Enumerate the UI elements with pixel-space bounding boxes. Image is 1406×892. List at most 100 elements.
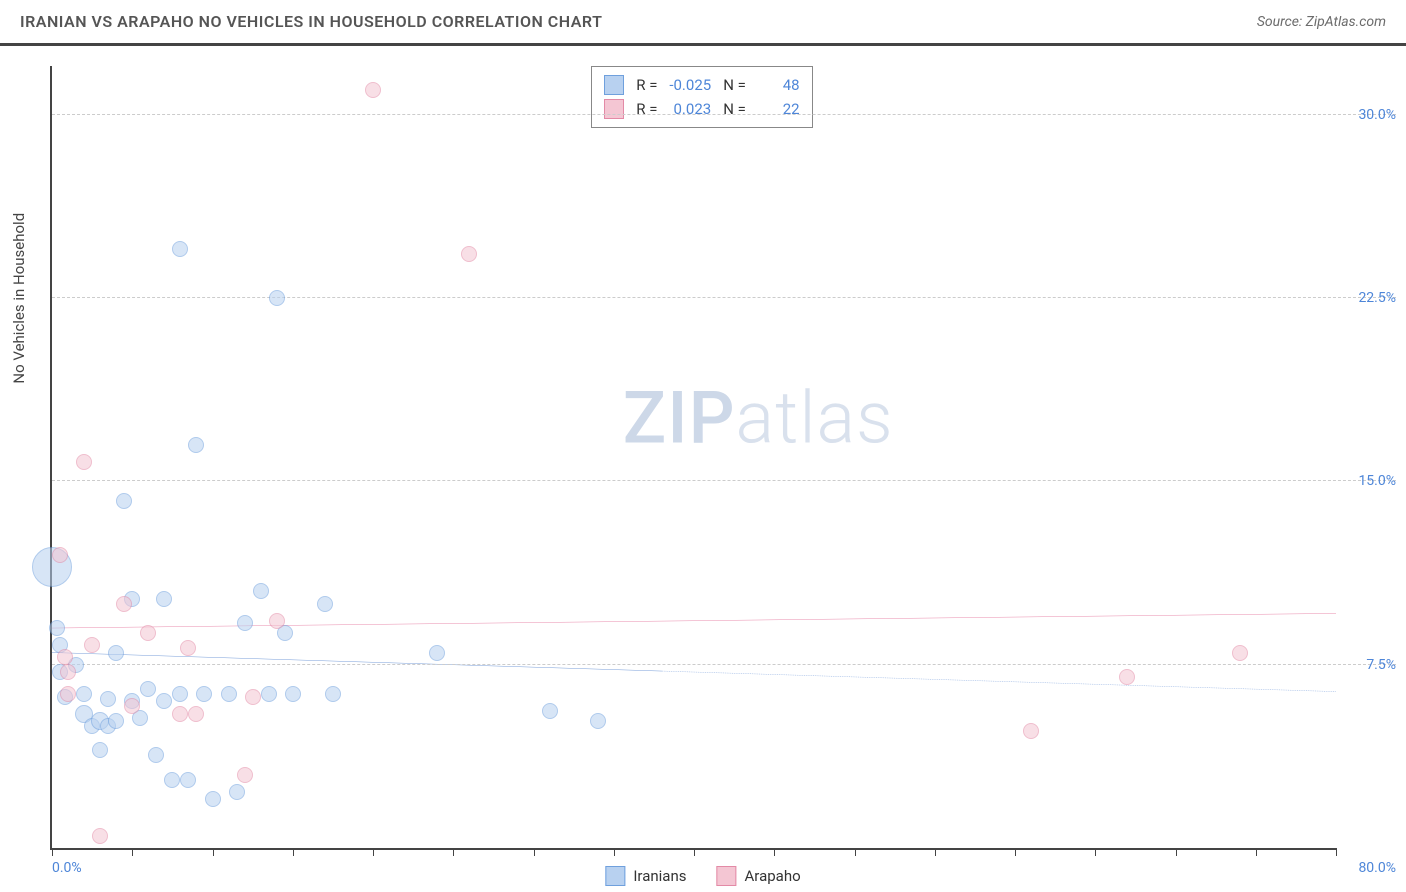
data-point[interactable] bbox=[92, 828, 108, 844]
y-tick-label: 30.0% bbox=[1341, 107, 1396, 123]
legend-item: Arapaho bbox=[717, 866, 801, 886]
data-point[interactable] bbox=[140, 625, 156, 641]
r-label: R = 0.023 bbox=[636, 100, 711, 118]
x-tick bbox=[453, 848, 454, 856]
x-tick bbox=[52, 848, 53, 856]
data-point[interactable] bbox=[172, 706, 188, 722]
data-point[interactable] bbox=[196, 686, 212, 702]
gridline-h bbox=[52, 297, 1396, 298]
data-point[interactable] bbox=[188, 706, 204, 722]
data-point[interactable] bbox=[76, 454, 92, 470]
r-label: R = -0.025 bbox=[636, 76, 711, 94]
data-point[interactable] bbox=[542, 703, 558, 719]
data-point[interactable] bbox=[245, 689, 261, 705]
data-point[interactable] bbox=[221, 686, 237, 702]
x-tick bbox=[534, 848, 535, 856]
data-point[interactable] bbox=[156, 693, 172, 709]
x-tick bbox=[774, 848, 775, 856]
data-point[interactable] bbox=[261, 686, 277, 702]
trend-line bbox=[52, 653, 662, 672]
y-tick-label: 7.5% bbox=[1341, 657, 1396, 673]
data-point[interactable] bbox=[60, 686, 76, 702]
gridline-h bbox=[52, 480, 1396, 481]
data-point[interactable] bbox=[172, 686, 188, 702]
data-point[interactable] bbox=[205, 791, 221, 807]
data-point[interactable] bbox=[116, 493, 132, 509]
source-attribution: Source: ZipAtlas.com bbox=[1257, 14, 1386, 30]
data-point[interactable] bbox=[229, 784, 245, 800]
watermark-zip: ZIP bbox=[623, 375, 736, 460]
gridline-h bbox=[52, 664, 1396, 665]
y-tick-label: 22.5% bbox=[1341, 290, 1396, 306]
trend-lines bbox=[52, 66, 1336, 848]
bottom-legend: Iranians Arapaho bbox=[605, 866, 800, 886]
watermark: ZIPatlas bbox=[623, 375, 894, 460]
data-point[interactable] bbox=[140, 681, 156, 697]
chart-title: IRANIAN VS ARAPAHO NO VEHICLES IN HOUSEH… bbox=[20, 12, 602, 31]
data-point[interactable] bbox=[1232, 645, 1248, 661]
x-tick bbox=[1095, 848, 1096, 856]
data-point[interactable] bbox=[108, 713, 124, 729]
correlation-legend: R = -0.025 N = 48 R = 0.023N = 22 bbox=[591, 66, 812, 128]
legend-label: Arapaho bbox=[745, 867, 801, 885]
x-tick bbox=[1256, 848, 1257, 856]
legend-swatch bbox=[605, 866, 625, 886]
data-point[interactable] bbox=[590, 713, 606, 729]
x-tick bbox=[1015, 848, 1016, 856]
data-point[interactable] bbox=[1023, 723, 1039, 739]
data-point[interactable] bbox=[76, 686, 92, 702]
x-tick bbox=[694, 848, 695, 856]
x-tick bbox=[373, 848, 374, 856]
data-point[interactable] bbox=[188, 437, 204, 453]
data-point[interactable] bbox=[148, 747, 164, 763]
x-tick bbox=[935, 848, 936, 856]
data-point[interactable] bbox=[365, 82, 381, 98]
data-point[interactable] bbox=[1119, 669, 1135, 685]
watermark-atlas: atlas bbox=[736, 375, 894, 460]
plot-area: ZIPatlas R = -0.025 N = 48 R = 0.023N = 22… bbox=[50, 66, 1336, 850]
data-point[interactable] bbox=[180, 640, 196, 656]
data-point[interactable] bbox=[156, 591, 172, 607]
data-point[interactable] bbox=[269, 613, 285, 629]
header-bar: IRANIAN VS ARAPAHO NO VEHICLES IN HOUSEH… bbox=[0, 0, 1406, 46]
data-point[interactable] bbox=[116, 596, 132, 612]
data-point[interactable] bbox=[429, 645, 445, 661]
data-point[interactable] bbox=[124, 698, 140, 714]
correlation-row: R = -0.025 N = 48 bbox=[604, 73, 799, 97]
x-min-label: 0.0% bbox=[52, 860, 82, 876]
legend-swatch bbox=[717, 866, 737, 886]
correlation-row: R = 0.023N = 22 bbox=[604, 97, 799, 121]
data-point[interactable] bbox=[269, 290, 285, 306]
chart-container: No Vehicles in Household ZIPatlas R = -0… bbox=[0, 46, 1406, 892]
x-tick bbox=[614, 848, 615, 856]
data-point[interactable] bbox=[317, 596, 333, 612]
data-point[interactable] bbox=[237, 767, 253, 783]
data-point[interactable] bbox=[172, 241, 188, 257]
x-tick bbox=[1336, 848, 1337, 856]
data-point[interactable] bbox=[52, 547, 68, 563]
n-label: N = 48 bbox=[723, 76, 799, 94]
data-point[interactable] bbox=[108, 645, 124, 661]
y-tick-label: 15.0% bbox=[1341, 473, 1396, 489]
data-point[interactable] bbox=[100, 691, 116, 707]
data-point[interactable] bbox=[84, 637, 100, 653]
legend-label: Iranians bbox=[633, 867, 686, 885]
trend-line-dashed bbox=[662, 671, 1336, 692]
data-point[interactable] bbox=[237, 615, 253, 631]
legend-swatch bbox=[604, 75, 624, 95]
data-point[interactable] bbox=[49, 620, 65, 636]
data-point[interactable] bbox=[60, 664, 76, 680]
data-point[interactable] bbox=[164, 772, 180, 788]
legend-item: Iranians bbox=[605, 866, 686, 886]
data-point[interactable] bbox=[57, 649, 73, 665]
data-point[interactable] bbox=[180, 772, 196, 788]
data-point[interactable] bbox=[461, 246, 477, 262]
data-point[interactable] bbox=[92, 742, 108, 758]
y-axis-label: No Vehicles in Household bbox=[10, 213, 28, 384]
x-tick bbox=[855, 848, 856, 856]
data-point[interactable] bbox=[325, 686, 341, 702]
data-point[interactable] bbox=[285, 686, 301, 702]
gridline-h bbox=[52, 114, 1396, 115]
x-tick bbox=[1176, 848, 1177, 856]
data-point[interactable] bbox=[253, 583, 269, 599]
